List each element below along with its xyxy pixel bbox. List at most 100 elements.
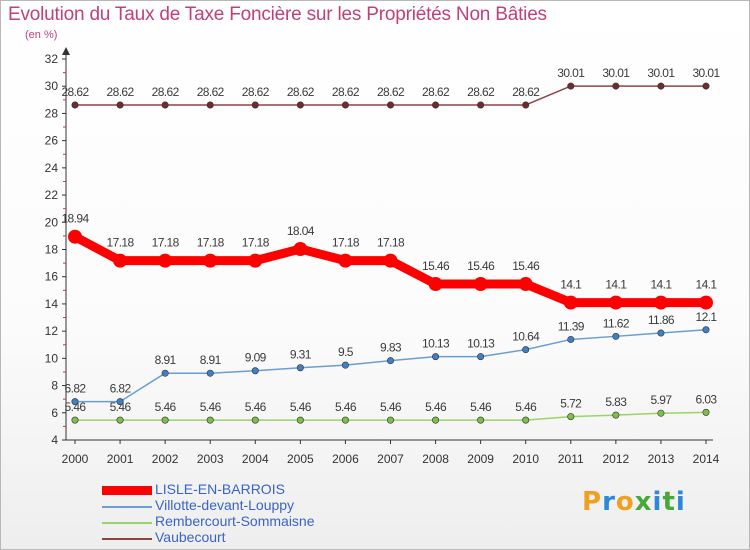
proxiti-logo: Proxiti [582, 487, 686, 517]
data-label: 5.97 [650, 393, 672, 407]
data-point [522, 346, 530, 354]
data-point [522, 101, 530, 109]
data-point [612, 82, 620, 90]
data-point [612, 411, 620, 419]
x-tick-label: 2004 [242, 452, 269, 466]
x-tick-label: 2008 [422, 452, 449, 466]
data-label: 9.5 [338, 345, 354, 359]
data-label: 28.62 [61, 85, 89, 99]
data-label: 5.46 [425, 400, 447, 414]
data-point [341, 361, 349, 369]
data-point [563, 295, 578, 310]
y-tick-label: 8 [51, 379, 58, 393]
y-tick-label: 18 [45, 243, 59, 257]
data-label: 5.46 [335, 400, 357, 414]
data-label: 14.1 [605, 278, 627, 292]
data-label: 6.82 [65, 382, 87, 396]
data-point [657, 329, 665, 337]
data-point [116, 101, 124, 109]
data-label: 5.83 [605, 395, 627, 409]
data-point [657, 82, 665, 90]
series-vaubecourt: 28.62 28.62 28.62 28.62 28.62 28.62 28.62 28.62… [61, 66, 721, 109]
data-label: 11.86 [648, 313, 675, 327]
data-point [113, 253, 128, 268]
data-label: 28.62 [152, 85, 180, 99]
data-label: 6.82 [110, 382, 132, 396]
data-label: 12.1 [696, 310, 718, 324]
logo-letter: x [634, 487, 653, 517]
data-label: 5.46 [290, 400, 312, 414]
logo-letter: t [662, 487, 676, 517]
data-point [518, 277, 533, 292]
legend-swatch [102, 522, 152, 524]
data-label: 5.46 [515, 400, 537, 414]
series-lisle-en-barrois: 18.94 17.18 17.18 17.18 17.18 18.04 17.18 17.18… [61, 212, 718, 310]
y-tick-label: 12 [45, 324, 59, 338]
data-label: 5.46 [245, 400, 267, 414]
data-point [386, 357, 394, 365]
data-point [203, 253, 218, 268]
data-point [522, 416, 530, 424]
unit-label: (en %) [25, 29, 58, 41]
data-label: 28.62 [107, 85, 135, 99]
legend-label: Villotte-devant-Louppy [155, 497, 295, 513]
data-point [338, 253, 353, 268]
data-point [161, 369, 169, 377]
legend-swatch [102, 486, 152, 495]
x-tick-label: 2013 [648, 452, 675, 466]
data-label: 30.01 [692, 66, 720, 80]
data-label: 28.62 [287, 85, 315, 99]
logo-letter: P [582, 487, 603, 517]
data-point [71, 101, 79, 109]
data-point [341, 101, 349, 109]
data-label: 28.62 [242, 85, 270, 99]
logo-letter: r [602, 487, 616, 517]
x-tick-label: 2003 [197, 452, 224, 466]
data-label: 5.46 [470, 400, 492, 414]
logo-letter: i [652, 487, 663, 517]
data-label: 8.91 [200, 353, 222, 367]
data-point [477, 101, 485, 109]
data-label: 8.91 [155, 353, 177, 367]
y-tick-label: 26 [45, 134, 59, 148]
data-label: 5.46 [200, 400, 222, 414]
y-tick-label: 32 [45, 52, 59, 66]
data-point [68, 229, 82, 244]
data-point [567, 335, 575, 343]
data-point [71, 416, 79, 424]
series-rembercourt-sommaisne: 5.46 5.46 5.46 5.46 5.46 5.46 5.46 5.46 5.46 5.46… [65, 392, 718, 424]
y-tick-label: 28 [45, 106, 59, 120]
data-point [477, 416, 485, 424]
data-point [702, 408, 710, 416]
data-point [251, 367, 259, 375]
x-tick-label: 2002 [152, 452, 179, 466]
data-point [383, 253, 398, 268]
data-point [293, 241, 308, 256]
data-label: 28.62 [422, 85, 450, 99]
data-label: 17.18 [377, 236, 405, 250]
x-tick-label: 2005 [287, 452, 314, 466]
data-label: 30.01 [647, 66, 675, 80]
data-label: 9.31 [290, 348, 312, 362]
data-point [428, 277, 443, 292]
data-point [296, 101, 304, 109]
y-tick-label: 10 [45, 351, 59, 365]
data-label: 11.39 [558, 319, 585, 333]
data-point [657, 409, 665, 417]
data-label: 10.13 [467, 337, 495, 351]
data-label: 9.09 [245, 351, 267, 365]
chart-title: Evolution du Taux de Taxe Foncière sur l… [8, 4, 547, 25]
data-point [653, 295, 668, 310]
data-point [567, 82, 575, 90]
data-point [702, 326, 710, 334]
data-point [251, 101, 259, 109]
data-label: 28.62 [467, 85, 495, 99]
data-point [248, 253, 263, 268]
data-point [432, 416, 440, 424]
x-tick-label: 2014 [693, 452, 720, 466]
logo-letter: o [615, 487, 635, 517]
data-label: 9.83 [380, 341, 402, 355]
data-label: 5.46 [65, 400, 87, 414]
data-point [296, 416, 304, 424]
